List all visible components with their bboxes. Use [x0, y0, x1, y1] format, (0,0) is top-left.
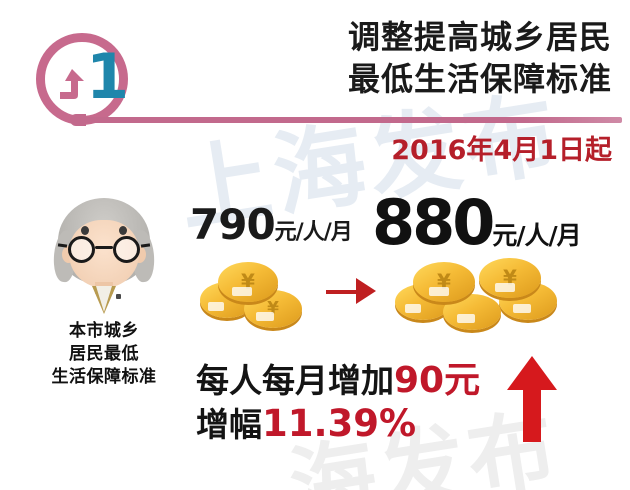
- old-amount: 790元/人/月: [190, 200, 353, 249]
- subject-block: 本市城乡 居民最低 生活保障标准: [24, 196, 184, 389]
- glasses-lens-right: [113, 236, 140, 263]
- arrow-up-icon: [507, 356, 557, 442]
- summary-line-1-value: 90元: [394, 360, 481, 401]
- coin: ¥: [218, 262, 278, 302]
- subject-caption-line-2: 居民最低: [69, 343, 139, 364]
- new-amount-value: 880: [372, 186, 495, 259]
- subject-caption-line-1: 本市城乡: [69, 321, 139, 341]
- old-amount-value: 790: [190, 200, 276, 249]
- up-arrow-circle-icon: [60, 69, 84, 99]
- coin: ¥: [413, 262, 475, 302]
- coin-stack-large-icon: ¥ ¥: [395, 256, 565, 336]
- avatar-eye-left: [81, 226, 89, 235]
- coin: ¥: [479, 258, 541, 298]
- glasses-lens-left: [68, 236, 95, 263]
- summary-line-1: 每人每月增加90元: [196, 360, 480, 402]
- avatar-mole: [116, 294, 121, 299]
- subject-caption: 本市城乡 居民最低 生活保障标准: [24, 320, 184, 389]
- summary-message: 每人每月增加90元 增幅11.39%: [196, 360, 480, 446]
- new-amount: 880元/人/月: [372, 186, 582, 259]
- page-title: 调整提高城乡居民 最低生活保障标准: [348, 16, 612, 100]
- old-amount-unit: 元/人/月: [274, 220, 353, 245]
- poster-header: 1 调整提高城乡居民 最低生活保障标准 2016年4月1日起: [0, 0, 630, 166]
- summary-line-2: 增幅11.39%: [196, 402, 480, 446]
- effective-date: 2016年4月1日起: [391, 135, 612, 166]
- yen-symbol: ¥: [267, 298, 279, 319]
- badge-number: 1: [86, 40, 129, 113]
- summary-line-1-prefix: 每人每月增加: [196, 361, 394, 400]
- title-line-1: 调整提高城乡居民: [347, 18, 612, 56]
- summary-line-2-prefix: 增幅: [196, 405, 262, 445]
- subject-caption-line-3: 生活保障标准: [51, 366, 157, 387]
- coin-stack-small-icon: ¥ ¥: [200, 262, 310, 332]
- new-amount-unit: 元/人/月: [492, 221, 581, 250]
- glasses-bridge: [95, 246, 113, 249]
- avatar-eye-right: [119, 226, 127, 235]
- glasses-icon: [57, 236, 151, 264]
- elderly-person-avatar: [51, 196, 157, 314]
- avatar-collar: [78, 286, 130, 314]
- title-line-2: 最低生活保障标准: [347, 60, 612, 99]
- header-divider: [78, 117, 622, 123]
- step-number-badge: 1: [36, 33, 129, 125]
- arrow-right-icon: [326, 278, 376, 304]
- summary-line-2-value: 11.39%: [262, 402, 417, 446]
